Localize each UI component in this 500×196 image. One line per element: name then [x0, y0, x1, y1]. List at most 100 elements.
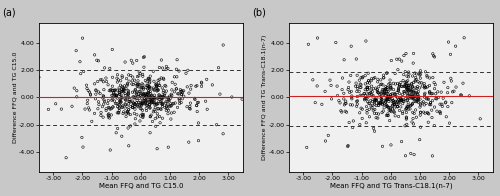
Point [154, 115, 162, 119]
Point [374, 78, 382, 81]
Point [117, 100, 125, 103]
Y-axis label: Difference FFQ and TG C15.0: Difference FFQ and TG C15.0 [12, 52, 17, 143]
Point [335, 99, 343, 102]
Point [137, 87, 145, 91]
Point [379, 110, 387, 113]
Point [438, 103, 446, 106]
Point [374, 91, 382, 94]
Point [122, 103, 130, 106]
Point [108, 99, 116, 102]
Point [414, 93, 422, 96]
Point [368, 90, 376, 93]
Point [387, 85, 395, 89]
Point [414, 99, 422, 102]
Point [434, 90, 442, 93]
Point [108, 107, 116, 110]
Point [364, 86, 372, 89]
Point [186, 107, 194, 111]
Point [366, 102, 374, 105]
Point [111, 93, 119, 96]
Point [366, 115, 374, 118]
Point [110, 100, 118, 103]
Point [186, 102, 194, 105]
Point [352, 57, 360, 61]
Point [182, 72, 190, 75]
Point [176, 88, 184, 91]
Point [396, 109, 404, 112]
Point [428, 116, 436, 119]
Point [212, 123, 220, 126]
Point [100, 80, 108, 83]
Point [362, 82, 370, 85]
Point [116, 109, 124, 112]
Point [404, 105, 411, 108]
Point [194, 139, 202, 142]
Point [144, 78, 152, 81]
Point [350, 119, 358, 122]
Point [154, 88, 162, 91]
Point [177, 90, 185, 93]
Point [410, 52, 418, 55]
Point [178, 89, 186, 93]
Point [113, 102, 121, 105]
Point [398, 85, 406, 88]
Point [318, 103, 326, 106]
Point [413, 87, 421, 90]
Point [376, 102, 384, 105]
Point [370, 112, 378, 115]
Point [384, 98, 392, 101]
Point [340, 97, 348, 101]
Point [164, 67, 172, 70]
Point [357, 76, 365, 79]
Point [115, 91, 123, 94]
Point [442, 101, 450, 104]
Point [140, 97, 148, 100]
Point [93, 59, 101, 62]
Point [124, 92, 132, 95]
Point [172, 68, 180, 71]
Point [412, 100, 420, 103]
Point [131, 89, 139, 92]
Point [365, 86, 373, 89]
Point [447, 77, 455, 80]
Point [136, 97, 143, 100]
Point [160, 95, 168, 98]
Point [387, 86, 395, 90]
Point [340, 103, 348, 106]
Point [146, 78, 154, 81]
Point [130, 103, 138, 106]
Point [198, 81, 205, 84]
Point [138, 102, 145, 105]
Point [156, 84, 164, 87]
Point [400, 85, 408, 88]
Point [374, 104, 382, 107]
Point [436, 111, 444, 114]
Point [424, 85, 432, 88]
Point [398, 112, 406, 115]
Point [136, 93, 144, 96]
Point [92, 97, 100, 100]
Point [386, 108, 394, 112]
Point [429, 52, 437, 55]
Point [146, 95, 154, 99]
Point [326, 79, 334, 82]
Point [381, 92, 389, 95]
Point [148, 98, 156, 101]
Point [385, 106, 393, 109]
Point [385, 109, 393, 112]
Point [394, 82, 402, 85]
Point [338, 111, 346, 114]
Point [363, 111, 371, 114]
Point [383, 88, 391, 91]
Point [164, 98, 172, 101]
Point [413, 91, 421, 94]
Point [358, 76, 366, 79]
Point [364, 81, 372, 84]
Point [108, 94, 116, 97]
Point [390, 88, 398, 91]
Point [120, 110, 128, 113]
Point [342, 111, 350, 114]
Point [344, 145, 351, 148]
Point [402, 97, 409, 100]
Point [135, 70, 143, 74]
